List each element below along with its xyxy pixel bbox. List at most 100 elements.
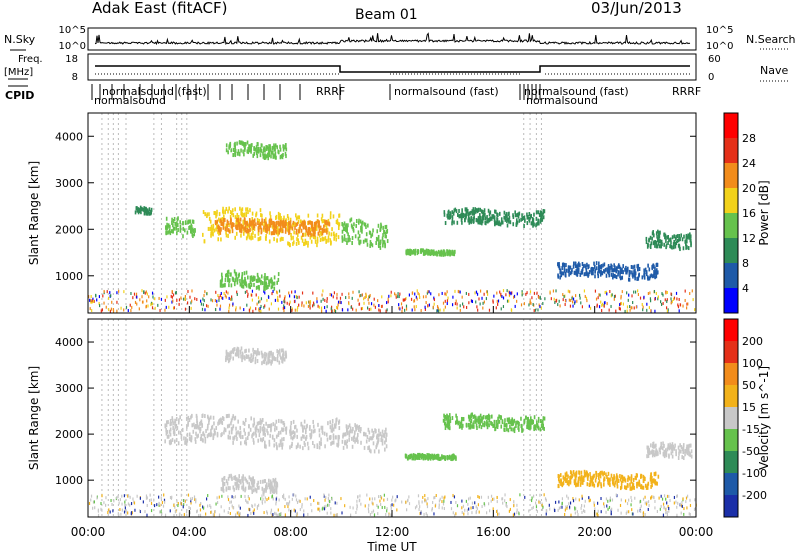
echo-cell [252, 351, 255, 356]
echo-cell [144, 291, 146, 295]
echo-cell [348, 423, 351, 428]
echo-cell [284, 505, 286, 509]
echo-cell [559, 304, 561, 308]
echo-cell [251, 289, 254, 293]
echo-cell [562, 293, 564, 297]
echo-cell [609, 477, 611, 482]
echo-cell [289, 300, 291, 304]
echo-cell [175, 437, 178, 442]
echo-cell [668, 506, 670, 510]
echo-cell [232, 213, 235, 218]
echo-cell [264, 155, 267, 160]
echo-cell [171, 217, 173, 222]
echo-cell [287, 222, 289, 227]
echo-cell [216, 431, 219, 436]
echo-cell [336, 296, 338, 300]
echo-cell [599, 474, 602, 479]
echo-cell [685, 233, 688, 238]
echo-cell [574, 480, 577, 485]
echo-cell [190, 301, 192, 305]
echo-cell [558, 262, 560, 267]
echo-cell [638, 267, 641, 272]
echo-cell [594, 269, 596, 274]
echo-cell [496, 510, 498, 514]
echo-cell [371, 428, 373, 433]
echo-cell [332, 295, 334, 299]
echo-cell [186, 230, 189, 235]
echo-cell [577, 482, 579, 487]
echo-cell [439, 308, 441, 312]
echo-cell [284, 143, 287, 148]
echo-cell [478, 510, 480, 514]
echo-cell [190, 438, 193, 443]
echo-cell [650, 484, 652, 489]
echo-cell [682, 304, 684, 308]
echo-cell [611, 477, 614, 482]
echo-cell [694, 498, 696, 502]
echo-cell [483, 423, 486, 428]
echo-cell [234, 352, 237, 357]
echo-cell [248, 497, 250, 501]
echo-cell [134, 210, 137, 215]
echo-cell [303, 434, 305, 439]
echo-cell [259, 437, 262, 442]
echo-cell [229, 214, 232, 219]
echo-cell [223, 292, 225, 296]
echo-cell [111, 300, 113, 304]
echo-cell [284, 497, 286, 501]
echo-cell [379, 499, 381, 503]
echo-cell [558, 299, 560, 303]
echo-cell [412, 453, 415, 458]
echo-cell [637, 509, 639, 513]
echo-cell [273, 482, 276, 487]
echo-cell [379, 495, 382, 499]
echo-cell [477, 503, 480, 507]
echo-cell [659, 450, 662, 455]
echo-cell [283, 221, 286, 226]
echo-cell [172, 430, 175, 435]
echo-cell [483, 208, 486, 213]
echo-cell [227, 275, 229, 280]
echo-cell [246, 207, 249, 212]
echo-cell [254, 426, 257, 431]
echo-cell [252, 437, 255, 442]
echo-cell [95, 294, 97, 298]
echo-cell [234, 271, 237, 276]
echo-cell [309, 433, 311, 438]
echo-cell [499, 222, 502, 227]
echo-cell [354, 439, 356, 444]
echo-cell [150, 209, 152, 214]
echo-cell [471, 209, 474, 214]
echo-cell [644, 267, 647, 272]
echo-cell [216, 212, 218, 217]
echo-cell [145, 290, 147, 294]
echo-cell [660, 244, 662, 249]
echo-cell [184, 440, 186, 445]
echo-cell [521, 290, 523, 294]
echo-cell [425, 455, 427, 460]
echo-cell [236, 141, 238, 146]
echo-cell [247, 432, 250, 437]
echo-cell [620, 511, 622, 515]
echo-cell [293, 493, 295, 497]
echo-cell [600, 269, 602, 274]
echo-cell [404, 298, 406, 302]
echo-cell [332, 232, 335, 237]
echo-cell [690, 449, 693, 454]
echo-cell [629, 308, 631, 312]
echo-cell [671, 245, 673, 250]
echo-cell [420, 510, 422, 514]
echo-cell [97, 513, 100, 517]
echo-cell [253, 226, 256, 231]
echo-cell [608, 505, 611, 509]
echo-cell [236, 290, 238, 294]
echo-cell [432, 250, 435, 255]
echo-cell [219, 418, 221, 423]
echo-cell [94, 506, 96, 510]
echo-cell [686, 494, 689, 498]
echo-cell [281, 359, 284, 364]
echo-cell [321, 309, 323, 313]
echo-cell [92, 500, 95, 504]
echo-cell [665, 497, 667, 501]
echo-cell [164, 298, 166, 302]
